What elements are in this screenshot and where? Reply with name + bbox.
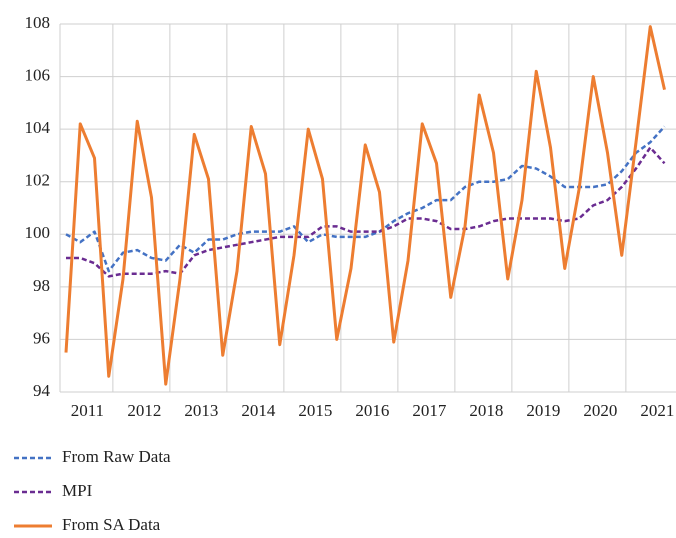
y-tick-label: 104 [25, 118, 51, 137]
legend-label: From Raw Data [62, 447, 171, 466]
x-tick-label: 2021 [640, 401, 674, 420]
y-tick-label: 100 [25, 223, 51, 242]
x-tick-label: 2015 [298, 401, 332, 420]
data-line [64, 25, 666, 386]
legend-label: MPI [62, 481, 93, 500]
y-tick-label: 102 [25, 171, 51, 190]
x-tick-label: 2017 [412, 401, 447, 420]
data-line [66, 146, 666, 278]
y-tick-label: 98 [33, 276, 50, 295]
x-tick-label: 2016 [355, 401, 389, 420]
x-tick-label: 2012 [127, 401, 161, 420]
x-tick-label: 2014 [241, 401, 276, 420]
y-tick-label: 94 [33, 381, 51, 400]
legend-label: From SA Data [62, 515, 161, 534]
x-tick-label: 2020 [583, 401, 617, 420]
x-tick-label: 2019 [526, 401, 560, 420]
y-tick-label: 106 [25, 65, 51, 84]
x-tick-label: 2013 [184, 401, 218, 420]
y-tick-label: 108 [25, 13, 51, 32]
x-tick-label: 2018 [469, 401, 503, 420]
x-tick-label: 2011 [71, 401, 104, 420]
data-line [65, 125, 666, 273]
y-tick-label: 96 [33, 328, 50, 347]
